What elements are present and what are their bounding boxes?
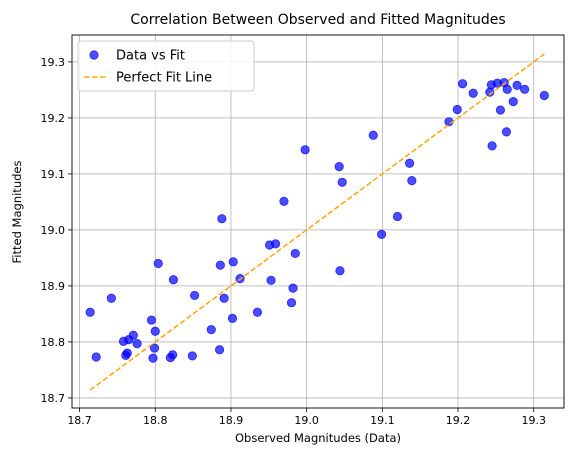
data-point [286, 298, 297, 308]
plot-frame [71, 34, 565, 409]
y-tick-label: 19.3 [41, 56, 66, 69]
data-point [106, 293, 116, 303]
grid-lines [72, 35, 564, 408]
data-point [190, 290, 200, 301]
data-point [468, 88, 478, 98]
data-point [206, 324, 216, 335]
data-point [539, 90, 549, 101]
legend-marker-data [89, 50, 99, 60]
y-tick-label: 19.0 [41, 224, 66, 237]
data-point [288, 283, 298, 293]
y-tick-label: 19.2 [41, 112, 66, 125]
chart-title: Correlation Between Observed and Fitted … [130, 12, 505, 28]
y-axis-label: Fitted Magnitudes [10, 161, 24, 264]
data-point [290, 248, 300, 259]
x-tick-label: 18.7 [67, 414, 92, 427]
data-point [153, 258, 163, 269]
data-point [376, 229, 387, 239]
data-point [495, 105, 506, 115]
data-point [228, 257, 238, 267]
y-tick-label: 19.1 [41, 168, 66, 181]
y-tick-label: 18.7 [41, 392, 66, 405]
data-point [368, 130, 378, 140]
data-point [150, 326, 160, 336]
data-point [266, 275, 276, 285]
data-point [501, 127, 512, 137]
data-point [452, 104, 462, 115]
data-marks [85, 53, 549, 391]
data-point [146, 315, 157, 325]
x-tick-label: 19.0 [294, 414, 319, 427]
data-point [392, 211, 403, 222]
data-point [128, 330, 138, 340]
data-point [148, 353, 158, 363]
x-tick-label: 19.2 [446, 414, 471, 427]
x-tick-label: 18.8 [143, 414, 168, 427]
y-axis-ticks: 18.7 18.8 18.9 19.0 19.1 19.2 19.3 [41, 56, 72, 405]
y-tick-label: 18.8 [41, 336, 66, 349]
x-tick-label: 18.9 [219, 414, 244, 427]
data-point [149, 343, 160, 353]
data-point [508, 97, 518, 107]
x-tick-label: 19.1 [370, 414, 395, 427]
legend-label-line: Perfect Fit Line [116, 71, 212, 86]
x-tick-label: 19.3 [521, 414, 546, 427]
data-point [219, 293, 229, 303]
data-point [227, 313, 238, 323]
data-point [279, 196, 289, 206]
x-axis-label: Observed Magnitudes (Data) [235, 431, 401, 445]
data-point [187, 351, 197, 361]
data-point [487, 141, 497, 151]
y-tick-label: 18.9 [41, 280, 66, 293]
legend-box [77, 40, 255, 92]
data-point [215, 260, 225, 270]
data-point [512, 80, 522, 91]
data-point [122, 348, 132, 358]
legend: Data vs Fit Perfect Fit Line [77, 40, 255, 92]
data-point [404, 158, 415, 168]
data-point [337, 177, 347, 187]
data-point [335, 266, 345, 276]
data-point [334, 162, 344, 172]
data-point [520, 84, 530, 94]
legend-label-data: Data vs Fit [116, 49, 185, 64]
data-point [91, 352, 101, 362]
data-point [132, 338, 142, 349]
data-point [168, 275, 179, 285]
data-point [300, 145, 310, 155]
data-point [457, 79, 468, 89]
perfect-fit-line [89, 53, 545, 391]
x-axis-ticks: 18.7 18.8 18.9 19.0 19.1 19.2 19.3 [67, 408, 546, 427]
data-point [85, 307, 95, 317]
data-point [215, 345, 225, 355]
data-point [168, 350, 178, 360]
data-point [407, 176, 417, 186]
data-point [502, 84, 512, 94]
data-point [252, 307, 263, 317]
data-point [271, 239, 281, 249]
data-point [217, 214, 227, 224]
